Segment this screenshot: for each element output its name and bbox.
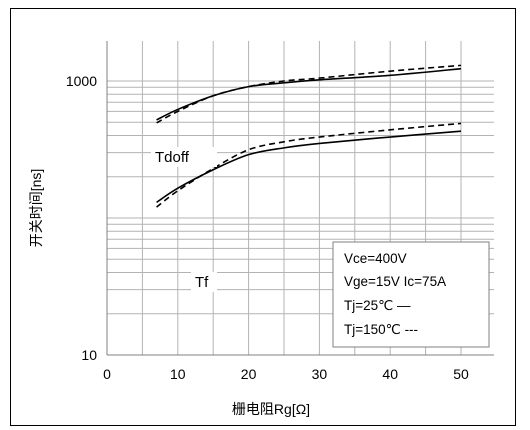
x-tick-label: 0 bbox=[103, 366, 111, 382]
chart-frame: 0 10 20 30 40 50 10 1000 Tdoff Tf Vce=400V Vge=… bbox=[10, 8, 516, 426]
y-tick-label: 1000 bbox=[66, 73, 97, 89]
y-tick-label: 10 bbox=[81, 347, 97, 363]
x-tick-label: 50 bbox=[453, 366, 469, 382]
series-label-bg-tf bbox=[191, 272, 217, 292]
x-tick-label: 30 bbox=[312, 366, 328, 382]
series-line-tf-solid bbox=[156, 130, 462, 204]
x-tick-label: 20 bbox=[241, 366, 257, 382]
y-axis-label: 开关时间[ns] bbox=[28, 169, 44, 248]
x-axis-label: 栅电阻Rg[Ω] bbox=[232, 401, 310, 417]
legend-line-tj25: Tj=25℃ — bbox=[344, 298, 411, 313]
series-label-tdoff: Tdoff bbox=[155, 149, 190, 166]
series-line-tdoff-dashed bbox=[156, 64, 462, 124]
legend-line-vce: Vce=400V bbox=[344, 251, 407, 266]
series-layer bbox=[151, 64, 462, 292]
series-line-tf-dashed bbox=[156, 122, 462, 208]
x-tick-label: 40 bbox=[382, 366, 398, 382]
legend-frame bbox=[332, 241, 490, 348]
axis-layer: 0 10 20 30 40 50 10 1000 bbox=[66, 41, 494, 382]
series-label-tf: Tf bbox=[195, 274, 209, 291]
x-tick-label: 10 bbox=[170, 366, 186, 382]
legend-line-tj150: Tj=150℃ --- bbox=[344, 322, 418, 337]
legend-line-vge-ic: Vge=15V Ic=75A bbox=[344, 274, 446, 289]
series-line-tdoff-solid bbox=[156, 67, 462, 121]
chart-svg: 0 10 20 30 40 50 10 1000 Tdoff Tf Vce=400V Vge=… bbox=[28, 41, 494, 417]
series-label-bg-tdoff bbox=[151, 147, 217, 167]
legend-box: Vce=400V Vge=15V Ic=75A Tj=25℃ — Tj=150℃… bbox=[332, 241, 490, 348]
